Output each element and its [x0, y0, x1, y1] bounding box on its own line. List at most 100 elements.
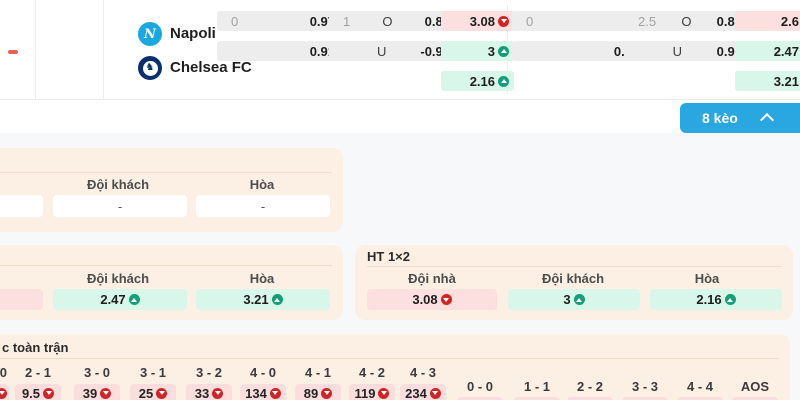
odds-value: 25: [138, 385, 154, 400]
x12-away-cell[interactable]: 3: [441, 41, 514, 61]
score-odds-cut[interactable]: [622, 397, 668, 400]
trend-up-icon: [498, 45, 509, 57]
odds-box-draw[interactable]: 2.16: [650, 289, 782, 310]
x12-draw-odds: 3.21: [773, 73, 799, 89]
odds-value: 2.47: [100, 292, 126, 307]
score-odds-cut[interactable]: [457, 397, 503, 400]
odds-box-home[interactable]: 3.08: [367, 289, 497, 310]
header-draw: Hòa: [249, 177, 275, 192]
score-odds[interactable]: 89: [295, 384, 341, 400]
header-away: Đội khách: [541, 271, 605, 286]
header-away: Đội khách: [86, 177, 150, 192]
panel-divider: [0, 172, 332, 173]
score-odds[interactable]: 39: [74, 384, 120, 400]
score-odds[interactable]: 134: [240, 384, 286, 400]
odds-value: 2.16: [696, 292, 722, 307]
total-line: 2.5: [638, 13, 657, 29]
odds-value: 134: [245, 385, 267, 400]
chevron-up-icon: [759, 112, 775, 128]
score-label: 4 - 4: [686, 379, 713, 394]
score-odds[interactable]: 33: [186, 384, 232, 400]
x12-home-odds: 3.08: [469, 13, 495, 29]
header-away: Đội khách: [86, 271, 150, 286]
trend-up-icon: [724, 294, 736, 305]
trend-down-icon: [100, 387, 112, 399]
favorite-mark: [8, 50, 18, 54]
under-label: U: [376, 43, 387, 59]
panel-divider: [367, 266, 781, 267]
score-odds-cut[interactable]: [732, 397, 778, 400]
odds-box-home-cut[interactable]: [0, 195, 43, 217]
score-odds[interactable]: [0, 384, 9, 400]
panel-divider: [0, 265, 332, 266]
x12-away-odds: 2.47: [773, 43, 799, 59]
trend-down-icon: [0, 387, 7, 399]
column-divider: [35, 0, 36, 99]
x12-home-cell[interactable]: 3.08: [441, 11, 514, 31]
score-label: 4 - 2: [358, 365, 385, 380]
trend-down-icon: [43, 387, 55, 399]
chelsea-logo-icon: ♞: [138, 56, 162, 80]
x12-away-cell[interactable]: 2.47: [735, 41, 800, 61]
trend-down-icon: [212, 387, 224, 399]
odds-box-away[interactable]: 2.47: [53, 289, 187, 310]
odds-value: 39: [82, 385, 98, 400]
away-team-name[interactable]: Chelsea FC: [170, 59, 252, 76]
score-label: 0 - 0: [466, 379, 493, 394]
panel-divider: [0, 358, 778, 359]
odds-box-draw[interactable]: -: [196, 195, 330, 217]
odds-value: 119: [354, 385, 376, 400]
score-odds-cut[interactable]: [514, 397, 560, 400]
home-team-name[interactable]: Napoli: [170, 25, 216, 42]
score-label: 3 - 2: [195, 365, 222, 380]
odds-box-away[interactable]: 3: [508, 289, 640, 310]
x12-draw-cell[interactable]: 2.16: [441, 71, 514, 91]
odds-value: 3.08: [412, 292, 438, 307]
total-line: 1: [343, 13, 351, 29]
header-draw: Hòa: [249, 271, 275, 286]
score-label: 2 - 1: [24, 365, 51, 380]
odds-value: 9.5: [21, 385, 41, 400]
trend-down-icon: [269, 387, 281, 399]
odds-box-home-cut[interactable]: [0, 289, 43, 310]
score-odds[interactable]: 234: [400, 384, 446, 400]
score-odds[interactable]: 9.5: [15, 384, 61, 400]
odds-box-draw[interactable]: 3.21: [196, 289, 330, 310]
x12-home-cell[interactable]: 2.6: [735, 11, 800, 31]
trend-down-icon: [429, 387, 441, 399]
handicap-cell[interactable]: 0.91: [217, 41, 349, 61]
over-label: O: [681, 13, 692, 29]
x12-home-odds: 2.6: [780, 13, 799, 29]
trend-up-icon: [271, 294, 283, 305]
handicap-line: 0: [231, 13, 239, 29]
score-odds[interactable]: 25: [130, 384, 176, 400]
score-label: 3 - 0: [83, 365, 110, 380]
x12-draw-cell[interactable]: 3.21: [735, 71, 800, 91]
trend-down-icon: [498, 15, 509, 27]
match-row: N Napoli ♞ Chelsea FC 0 0.97 1 O 0.86 3.…: [0, 0, 800, 100]
odds-box-away[interactable]: -: [53, 195, 187, 217]
score-label: 2 - 2: [576, 379, 603, 394]
score-label: 4 - 3: [409, 365, 436, 380]
over-label: O: [382, 13, 393, 29]
x12-draw-odds: 2.16: [469, 73, 495, 89]
header-draw: Hòa: [694, 271, 720, 286]
trend-down-icon: [378, 387, 390, 399]
panel-title-fragment: c toàn trận: [2, 340, 69, 355]
score-odds-cut[interactable]: [677, 397, 723, 400]
score-odds[interactable]: 119: [349, 384, 395, 400]
trend-up-icon: [573, 294, 585, 305]
keo-toolbar: 8 kèo: [0, 100, 800, 133]
odds-value: 3: [563, 292, 571, 307]
napoli-logo-letter: N: [144, 26, 156, 42]
odds-value: 33: [194, 385, 210, 400]
handicap-cell[interactable]: 0 0.97: [217, 11, 349, 31]
odds-value: 89: [303, 385, 319, 400]
score-label: 0: [0, 365, 7, 380]
keo-count-label: 8 kèo: [702, 110, 738, 126]
score-label: 3 - 3: [631, 379, 658, 394]
score-odds-cut[interactable]: [567, 397, 613, 400]
keo-count-button[interactable]: 8 kèo: [680, 103, 800, 133]
trend-down-icon: [156, 387, 168, 399]
